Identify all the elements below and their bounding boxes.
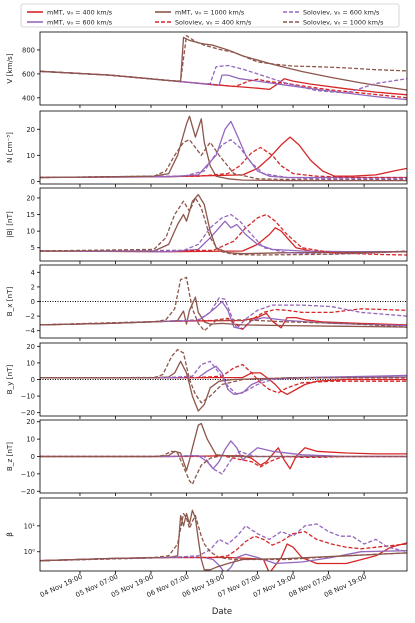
panel-frame bbox=[39, 497, 408, 572]
series-line bbox=[40, 139, 407, 181]
series-line bbox=[40, 120, 407, 179]
series-line bbox=[40, 530, 407, 562]
y-tick-label: 10 bbox=[26, 359, 35, 367]
y-tick-label: 20 bbox=[26, 343, 35, 351]
y-tick-label: 10⁰ bbox=[24, 548, 36, 556]
series-line bbox=[40, 509, 407, 571]
y-axis-label: V [km/s] bbox=[5, 53, 14, 83]
y-tick-label: −4 bbox=[25, 327, 35, 335]
legend-label: mMT, v₀ = 600 km/s bbox=[47, 19, 113, 27]
y-tick-label: 4 bbox=[31, 269, 35, 277]
series-line bbox=[40, 36, 407, 91]
y-axis-label: |B| [nT] bbox=[5, 211, 14, 238]
legend-label: Soloviev, v₀ = 1000 km/s bbox=[303, 19, 384, 27]
series-line bbox=[40, 220, 407, 253]
y-tick-label: 2 bbox=[31, 283, 35, 291]
series-line bbox=[40, 360, 407, 412]
x-axis-label: Date bbox=[212, 607, 232, 617]
y-tick-label: 10 bbox=[26, 228, 35, 236]
legend-label: Soloviev, v₀ = 600 km/s bbox=[303, 9, 380, 17]
series-line bbox=[40, 146, 407, 179]
y-tick-label: 800 bbox=[22, 46, 35, 54]
series-line bbox=[40, 454, 407, 468]
y-tick-label: 10¹ bbox=[24, 522, 36, 530]
panel-frame bbox=[39, 110, 408, 185]
y-tick-label: −2 bbox=[25, 313, 35, 321]
series-line bbox=[40, 450, 407, 485]
legend-label: Soloviev, v₀ = 400 km/s bbox=[175, 19, 252, 27]
y-axis-label: B_x [nT] bbox=[5, 286, 14, 316]
series-line bbox=[40, 300, 407, 330]
series-line bbox=[40, 450, 407, 475]
series-line bbox=[40, 213, 407, 256]
legend-label: mMT, v₀ = 400 km/s bbox=[47, 9, 113, 17]
y-axis-label: N [cm⁻³] bbox=[5, 132, 14, 163]
y-tick-label: 0 bbox=[31, 376, 35, 384]
series-line bbox=[40, 34, 407, 82]
y-tick-label: 20 bbox=[26, 418, 35, 426]
y-tick-label: 5 bbox=[31, 244, 35, 252]
legend-box bbox=[20, 3, 400, 28]
legend-label: mMT, v₀ = 1000 km/s bbox=[175, 9, 245, 17]
series-line bbox=[40, 193, 407, 255]
y-tick-label: 10 bbox=[26, 436, 35, 444]
y-tick-label: 0 bbox=[31, 298, 35, 306]
y-tick-label: −10 bbox=[21, 470, 35, 478]
y-tick-label: 20 bbox=[26, 126, 35, 134]
legend: mMT, v₀ = 400 km/s mMT, v₀ = 600 km/s mMT,… bbox=[20, 3, 400, 28]
panel-2: 0 10 20 N [cm⁻³] bbox=[5, 110, 408, 187]
panel-6: −20 −10 0 10 20 B_z [nT] bbox=[5, 418, 408, 496]
y-tick-label: 15 bbox=[26, 211, 35, 219]
series-line bbox=[40, 363, 407, 394]
series-line bbox=[40, 348, 407, 404]
series-line bbox=[40, 213, 407, 256]
y-tick-label: −20 bbox=[21, 409, 35, 417]
series-line bbox=[40, 70, 407, 99]
series-line bbox=[40, 139, 407, 180]
y-tick-label: −10 bbox=[21, 393, 35, 401]
series-line bbox=[40, 115, 407, 182]
panel-3: 5 10 15 20 |B| [nT] bbox=[5, 187, 408, 264]
y-axis-label: β bbox=[5, 532, 14, 537]
panel-frame bbox=[39, 31, 408, 106]
y-tick-label: 600 bbox=[22, 70, 35, 78]
series-line bbox=[40, 523, 407, 562]
panel-5: −20 −10 0 10 20 B_y [nT] bbox=[5, 342, 408, 419]
series-line bbox=[40, 447, 407, 470]
y-tick-label: −20 bbox=[21, 488, 35, 496]
panel-frame bbox=[39, 187, 408, 262]
series-line bbox=[40, 197, 407, 256]
panel-1: 400 600 800 V [km/s] bbox=[5, 31, 408, 108]
panel-7: 10⁰ 10¹ β bbox=[5, 497, 408, 574]
y-tick-label: 10 bbox=[26, 152, 35, 160]
series-line bbox=[40, 297, 407, 330]
series-line bbox=[40, 136, 407, 179]
series-line bbox=[40, 312, 407, 329]
y-axis-label: B_z [nT] bbox=[5, 442, 14, 471]
y-tick-label: 0 bbox=[31, 178, 35, 186]
y-axis-label: B_y [nT] bbox=[5, 364, 14, 394]
y-tick-label: 20 bbox=[26, 194, 35, 202]
y-tick-label: 400 bbox=[22, 94, 35, 102]
series-line bbox=[40, 512, 407, 562]
series-line bbox=[40, 422, 407, 472]
series-line bbox=[40, 227, 407, 254]
panel-4: −4 −2 0 2 4 B_x [nT] bbox=[5, 264, 408, 341]
y-tick-label: 0 bbox=[31, 453, 35, 461]
series-line bbox=[40, 440, 407, 470]
